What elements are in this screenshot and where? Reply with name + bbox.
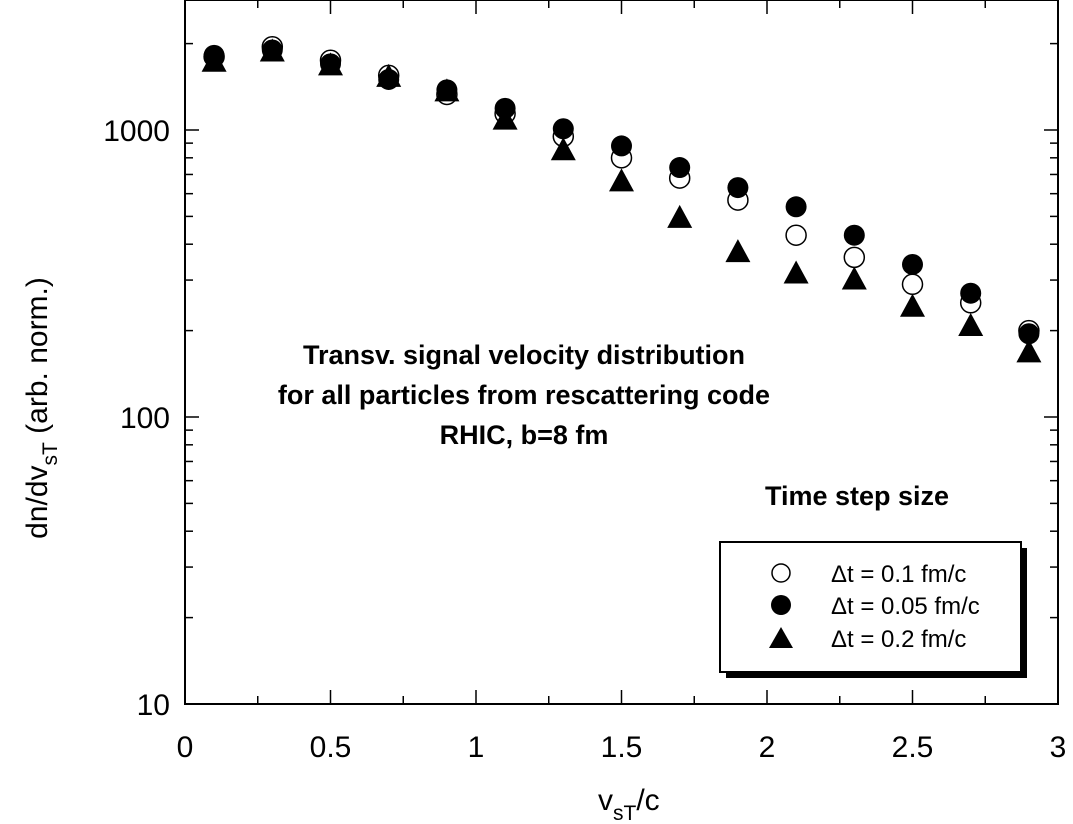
annotation-line-3: RHIC, b=8 fm <box>440 420 609 450</box>
data-point-triangle <box>900 293 925 317</box>
data-points <box>201 36 1042 363</box>
series-filled-triangle <box>201 38 1042 363</box>
x-tick-label: 2.5 <box>892 731 934 764</box>
data-point-filled-circle <box>611 135 632 157</box>
data-point-triangle <box>318 52 343 76</box>
data-point-triangle <box>783 260 809 284</box>
legend-title: Time step size <box>765 481 949 511</box>
axis-ticks <box>184 0 1059 705</box>
data-point-open-circle <box>843 246 866 269</box>
x-tick-labels: 0 0.5 1 1.5 2 2.5 3 <box>177 731 1067 764</box>
y-tick-label: 100 <box>120 402 170 435</box>
x-tick-label: 1 <box>468 731 485 764</box>
y-tick-label: 10 <box>137 689 170 722</box>
data-point-filled-circle <box>843 224 865 246</box>
legend-label-2: Δt = 0.05 fm/c <box>831 593 980 620</box>
data-point-triangle <box>492 106 518 130</box>
data-point-triangle <box>201 48 227 72</box>
data-point-triangle <box>550 137 576 161</box>
annotation-line-1: Transv. signal velocity distribution <box>303 340 745 370</box>
data-point-triangle <box>667 204 693 228</box>
legend-box <box>719 541 1022 673</box>
x-tick-label: 0.5 <box>310 731 352 764</box>
data-point-triangle <box>1016 339 1042 363</box>
x-tick-label: 0 <box>177 731 194 764</box>
data-point-filled-circle <box>785 196 807 218</box>
data-point-filled-circle <box>1018 323 1040 345</box>
annotation: Transv. signal velocity distribution for… <box>278 340 770 450</box>
y-axis-title: dn/dvsT (arb. norm.) <box>21 277 62 539</box>
x-tick-label: 2 <box>759 731 776 764</box>
data-point-filled-circle <box>669 157 691 179</box>
data-point-triangle <box>725 239 751 263</box>
x-axis-title: vsT/c <box>598 784 660 824</box>
legend-label-3: Δt = 0.2 fm/c <box>831 626 966 653</box>
legend-marker-open-circle <box>771 563 791 583</box>
data-point-open-circle <box>785 224 807 246</box>
data-point-triangle <box>259 38 285 62</box>
legend-marker-triangle <box>769 627 793 648</box>
annotation-line-2: for all particles from rescattering code <box>278 380 770 410</box>
y-tick-label: 1000 <box>103 115 170 148</box>
data-point-triangle <box>958 313 984 337</box>
legend-label-1: Δt = 0.1 fm/c <box>831 561 966 588</box>
y-tick-labels: 10 100 1000 <box>103 115 170 722</box>
data-point-filled-circle <box>727 177 749 199</box>
data-point-triangle <box>376 63 402 87</box>
data-point-filled-circle <box>552 118 574 140</box>
x-tick-label: 1.5 <box>601 731 643 764</box>
x-tick-label: 3 <box>1050 731 1067 764</box>
data-point-filled-circle <box>960 282 982 304</box>
data-point-triangle <box>609 168 634 192</box>
data-point-triangle <box>841 266 867 290</box>
legend-marker-filled-circle <box>771 595 791 615</box>
data-point-triangle <box>434 78 460 102</box>
legend: Δt = 0.1 fm/c Δt = 0.05 fm/c Δt = 0.2 fm… <box>719 541 1027 678</box>
data-point-filled-circle <box>902 253 923 275</box>
data-point-open-circle <box>901 273 924 296</box>
